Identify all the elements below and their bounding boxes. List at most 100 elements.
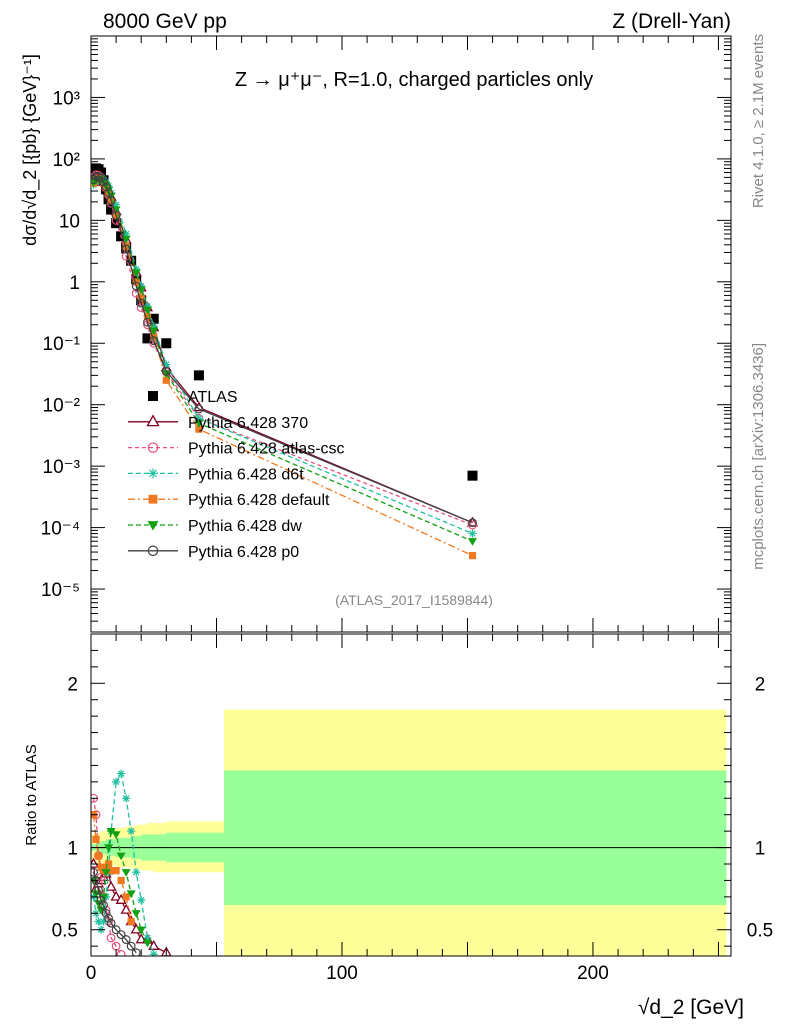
ratio-plot-series (91, 769, 172, 956)
data-point (132, 265, 141, 274)
legend-marker (147, 545, 159, 557)
legend-marker (146, 414, 160, 427)
ratio-point (136, 926, 146, 935)
main-plot-series (91, 163, 479, 560)
data-point (149, 336, 159, 346)
x-tick-label: 100 (326, 963, 358, 984)
stat-uncertainty-band (224, 770, 727, 906)
y-tick-label: 0.5 (52, 921, 78, 942)
main-plot-frame (90, 35, 732, 633)
x-tick-labels: 0 100 200 (86, 963, 609, 984)
data-point (112, 200, 121, 209)
data-point (142, 306, 152, 315)
main-plot-ticks (90, 35, 731, 633)
series-pythia-6-428-dw (91, 175, 477, 546)
data-point (194, 414, 203, 423)
ratio-line (92, 872, 137, 954)
ratio-point (116, 930, 126, 940)
ratio-point (104, 860, 113, 868)
legend-label: ATLAS (188, 389, 238, 406)
ratio-point (121, 869, 131, 877)
ratio-point (99, 900, 108, 910)
ratio-point (106, 827, 116, 836)
ratio-plot-panel: 0.5 0.5 1 1 2 2 0 100 200 Ratio to ATLAS √d_2 [… (23, 633, 774, 1019)
ratio-point (143, 933, 152, 942)
data-point (106, 204, 117, 215)
data-point (468, 552, 477, 560)
data-point (467, 470, 478, 481)
ratio-point (112, 777, 121, 786)
legend-label: Pythia 6.428 p0 (188, 544, 299, 561)
data-point (468, 518, 477, 528)
data-point (137, 294, 145, 302)
legend-marker (147, 442, 159, 453)
y-tick-label: 1 (67, 839, 78, 860)
data-point (121, 235, 131, 244)
data-point (111, 211, 121, 220)
data-point (122, 242, 130, 250)
ratio-point (121, 935, 131, 944)
main-plot-panel: 10⁻⁵ 10⁻⁴ 10⁻³ 10⁻² 10⁻¹ 1 10 10² 10³ Z → μ⁺μ⁻, … (20, 35, 732, 633)
data-point (193, 370, 204, 381)
legend-entry: Pythia 6.428 d6t (128, 466, 304, 483)
ratio-point (149, 950, 158, 956)
data-point (131, 281, 141, 291)
legend-entry: Pythia 6.428 370 (128, 414, 308, 432)
x-axis-label: √d_2 [GeV] (638, 996, 744, 1019)
ratio-point (106, 933, 116, 943)
main-plot-y-tick-labels: 10⁻⁵ 10⁻⁴ 10⁻³ 10⁻² 10⁻¹ 1 10 10² 10³ (41, 88, 80, 601)
y-tick-label: 2 (67, 674, 78, 695)
y-tick-label: 10⁻⁴ (41, 519, 80, 540)
ratio-plot-y-axis-label: Ratio to ATLAS (23, 744, 40, 845)
ratio-point (99, 917, 108, 926)
ratio-point (104, 844, 114, 853)
ratio-point (110, 890, 122, 901)
data-point (150, 332, 158, 340)
data-point (111, 218, 122, 229)
data-point (101, 182, 111, 192)
legend-entry: Pythia 6.428 dw (128, 518, 302, 535)
legend-label: Pythia 6.428 default (188, 492, 330, 509)
data-point (161, 370, 171, 379)
ratio-point (117, 769, 126, 778)
ratio-point (94, 917, 103, 926)
ratio-point (122, 794, 131, 803)
analysis-watermark: (ATLAS_2017_I1589844) (335, 592, 493, 608)
ratio-point (107, 866, 115, 875)
data-point (149, 322, 158, 331)
ratio-line (92, 771, 155, 955)
ratio-plot-y-tick-labels: 0.5 0.5 1 1 2 2 (52, 674, 774, 941)
ratio-point (127, 827, 136, 836)
ratio-point (126, 941, 136, 951)
data-point (468, 529, 477, 538)
ratio-point (94, 851, 103, 861)
ratio-point (126, 890, 136, 899)
ratio-point (94, 885, 103, 895)
legend-entry: Pythia 6.428 p0 (128, 544, 299, 561)
ratio-point (91, 890, 101, 899)
y-tick-label: 10³ (53, 88, 80, 109)
x-tick-label: 0 (86, 963, 97, 984)
ratio-point (117, 876, 125, 885)
data-point (106, 196, 116, 205)
data-point (162, 360, 171, 369)
legend: ATLAS Pythia 6.428 370 Pythia 6.428 atlas-… (128, 389, 345, 561)
ratio-series-pythia-6-428-p0 (91, 867, 141, 956)
legend-label: Pythia 6.428 atlas-csc (188, 441, 345, 458)
series-line (92, 175, 473, 524)
legend-label: Pythia 6.428 370 (188, 415, 308, 432)
y-tick-label: 10⁻⁵ (41, 580, 80, 601)
data-point (136, 298, 146, 308)
data-point (122, 229, 131, 239)
y-tick-label: 10⁻³ (43, 457, 81, 478)
data-point (99, 177, 108, 187)
ratio-point (132, 868, 141, 877)
ratio-point (101, 869, 111, 877)
ratio-point (111, 925, 121, 935)
main-plot-title: Z → μ⁺μ⁻, R=1.0, charged particles only (235, 69, 593, 91)
ratio-plot-frame (90, 633, 732, 957)
ratio-bands (91, 709, 727, 956)
ratio-point (131, 948, 141, 956)
y-tick-label-right: 1 (755, 839, 766, 860)
